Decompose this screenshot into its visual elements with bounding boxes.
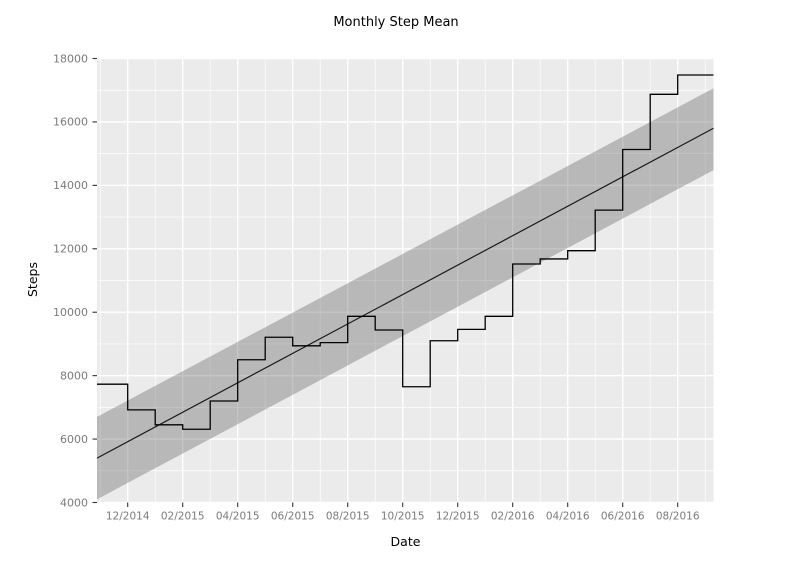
- x-tick-label: 04/2015: [216, 511, 260, 523]
- x-tick-label: 02/2016: [491, 511, 535, 523]
- y-tick-label: 10000: [53, 306, 88, 319]
- x-tick-label: 12/2015: [436, 511, 480, 523]
- y-tick-label: 14000: [53, 179, 88, 192]
- x-tick-label: 06/2015: [271, 511, 315, 523]
- chart-title: Monthly Step Mean: [333, 15, 459, 30]
- monthly-steps-line: [97, 74, 714, 430]
- y-tick-label: 4000: [60, 496, 88, 509]
- y-axis-title: Steps: [25, 262, 40, 297]
- y-tick-label: 16000: [53, 116, 88, 129]
- x-tick-label: 10/2015: [381, 511, 425, 523]
- x-axis-title: Date: [390, 534, 421, 549]
- x-tick-label: 08/2016: [656, 511, 700, 523]
- y-tick-label: 6000: [60, 433, 88, 446]
- x-tick-label: 12/2014: [106, 511, 150, 523]
- y-tick-label: 8000: [60, 369, 88, 382]
- x-tick-label: 02/2015: [161, 511, 205, 523]
- x-tick-label: 04/2016: [546, 511, 590, 523]
- y-tick-label: 12000: [53, 243, 88, 256]
- trend-line: [96, 127, 714, 459]
- x-tick-label: 08/2015: [326, 511, 370, 523]
- x-tick-label: 06/2016: [601, 511, 645, 523]
- y-tick-label: 18000: [53, 52, 88, 65]
